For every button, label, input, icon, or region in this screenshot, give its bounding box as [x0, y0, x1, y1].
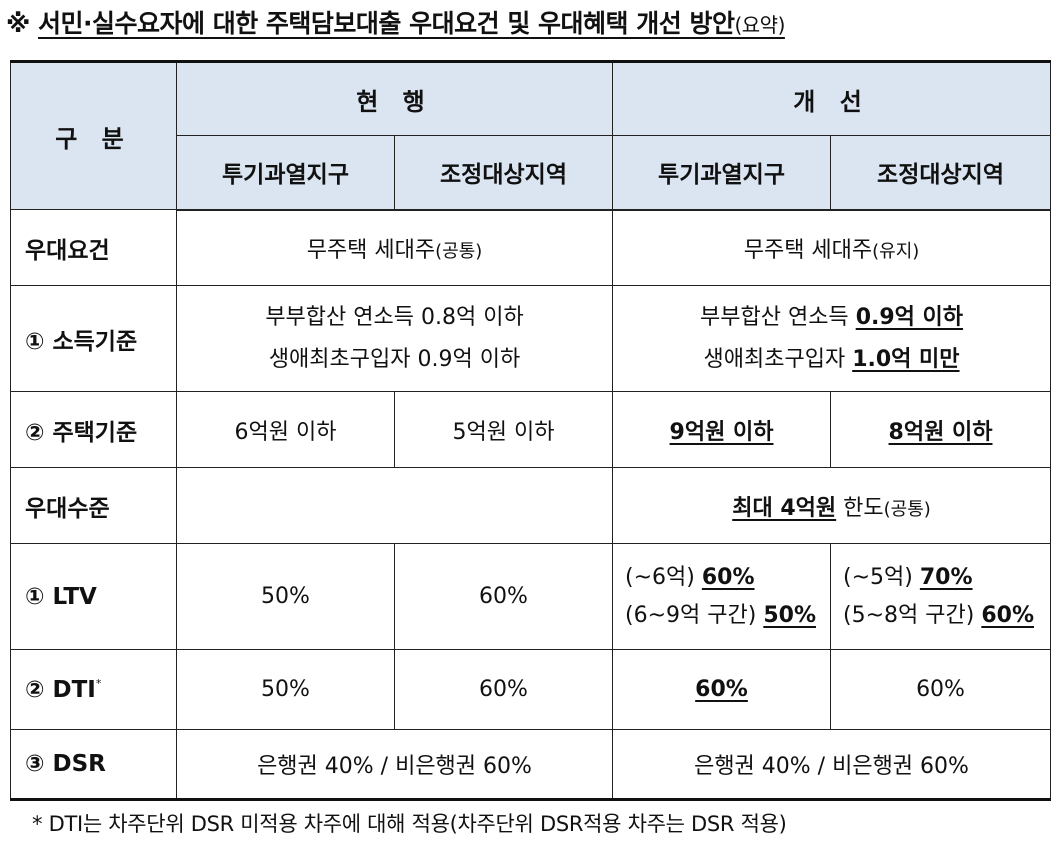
label-requirements: 우대요건	[10, 209, 177, 286]
row-ltv: ① LTV 50% 60% (~6억) 60% (6~9억 구간) 50% (~…	[10, 543, 1052, 650]
title-sub: (요약)	[734, 13, 785, 37]
dti-improved-a: 60%	[612, 649, 832, 730]
housing-current-a: 6억원 이하	[176, 391, 395, 468]
reference-mark: ※	[6, 9, 30, 38]
label-housing: ② 주택기준	[10, 391, 177, 468]
level-improved-note: (공통)	[883, 498, 931, 520]
ltv-improved-b-line1: (~5억) 70%	[843, 564, 973, 590]
ltv-current-b: 60%	[393, 543, 614, 650]
requirements-improved: 무주택 세대주(유지)	[612, 209, 1052, 286]
income-improved-line1: 부부합산 연소득 0.9억 이하	[700, 304, 964, 330]
header-improved-zone-a: 투기과열지구	[612, 135, 832, 211]
housing-current-b: 5억원 이하	[393, 391, 614, 468]
ltv-current-a: 50%	[176, 543, 395, 650]
level-current-empty	[175, 467, 614, 544]
header-current: 현 행	[175, 60, 614, 136]
requirements-current: 무주택 세대주(공통)	[175, 209, 614, 286]
label-level: 우대수준	[10, 467, 177, 544]
header-improved: 개 선	[612, 60, 1052, 136]
dti-current-b: 60%	[393, 649, 614, 730]
dti-footnote-mark: *	[95, 676, 102, 690]
level-improved-value: 최대 4억원	[732, 495, 837, 521]
dti-current-a: 50%	[176, 649, 395, 730]
header-current-zone-a: 투기과열지구	[176, 135, 395, 211]
comparison-table: 구 분 현 행 개 선 투기과열지구 조정대상지역 투기과열지구 조정대상지역 …	[10, 60, 1052, 801]
dsr-current: 은행권 40% / 비은행권 60%	[175, 729, 614, 801]
label-dti: ② DTI*	[10, 649, 177, 730]
label-dsr: ③ DSR	[10, 729, 177, 801]
income-current-line1: 부부합산 연소득 0.8억 이하	[265, 304, 524, 330]
row-level: 우대수준 최대 4억원 한도(공통)	[10, 467, 1052, 544]
income-current-line2: 생애최초구입자 0.9억 이하	[268, 346, 521, 372]
row-housing: ② 주택기준 6억원 이하 5억원 이하 9억원 이하 8억원 이하	[10, 391, 1052, 468]
requirements-current-text: 무주택 세대주	[306, 237, 436, 263]
level-improved: 최대 4억원 한도(공통)	[612, 467, 1052, 544]
label-income: ① 소득기준	[10, 285, 177, 392]
row-requirements: 우대요건 무주택 세대주(공통) 무주택 세대주(유지)	[10, 209, 1052, 286]
housing-improved-b: 8억원 이하	[830, 391, 1052, 468]
header-row-1: 구 분 현 행 개 선	[10, 60, 1052, 210]
title-main: 서민·실수요자에 대한 주택담보대출 우대요건 및 우대혜택 개선 방안	[38, 9, 735, 38]
row-income: ① 소득기준 부부합산 연소득 0.8억 이하 생애최초구입자 0.9억 이하 …	[10, 285, 1052, 392]
ltv-improved-b-line2: (5~8억 구간) 60%	[843, 602, 1034, 628]
ltv-improved-a-line1: (~6억) 60%	[625, 564, 755, 590]
income-improved: 부부합산 연소득 0.9억 이하 생애최초구입자 1.0억 미만	[612, 285, 1052, 392]
row-dti: ② DTI* 50% 60% 60% 60%	[10, 649, 1052, 730]
ltv-improved-a-line2: (6~9억 구간) 50%	[625, 602, 816, 628]
row-dsr: ③ DSR 은행권 40% / 비은행권 60% 은행권 40% / 비은행권 …	[10, 729, 1052, 801]
label-ltv: ① LTV	[10, 543, 177, 650]
dti-improved-b: 60%	[830, 649, 1052, 730]
ltv-improved-b: (~5억) 70% (5~8억 구간) 60%	[830, 543, 1052, 650]
ltv-improved-a: (~6억) 60% (6~9억 구간) 50%	[612, 543, 832, 650]
header-row-2: 투기과열지구 조정대상지역 투기과열지구 조정대상지역	[11, 135, 1052, 211]
dsr-improved: 은행권 40% / 비은행권 60%	[612, 729, 1052, 801]
header-current-zone-b: 조정대상지역	[393, 135, 614, 211]
header-category: 구 분	[10, 60, 177, 210]
level-improved-suffix: 한도	[843, 495, 884, 521]
page-title: ※ 서민·실수요자에 대한 주택담보대출 우대요건 및 우대혜택 개선 방안(요…	[6, 4, 1056, 44]
housing-improved-a: 9억원 이하	[612, 391, 832, 468]
header-improved-zone-b: 조정대상지역	[830, 135, 1052, 211]
income-improved-line2: 생애최초구입자 1.0억 미만	[703, 346, 960, 372]
footnote: * DTI는 차주단위 DSR 미적용 차주에 대해 적용(차주단위 DSR적용…	[32, 812, 787, 836]
requirements-improved-text: 무주택 세대주	[743, 237, 873, 263]
requirements-current-note: (공통)	[435, 240, 483, 262]
income-current: 부부합산 연소득 0.8억 이하 생애최초구입자 0.9억 이하	[175, 285, 614, 392]
requirements-improved-note: (유지)	[872, 240, 920, 262]
